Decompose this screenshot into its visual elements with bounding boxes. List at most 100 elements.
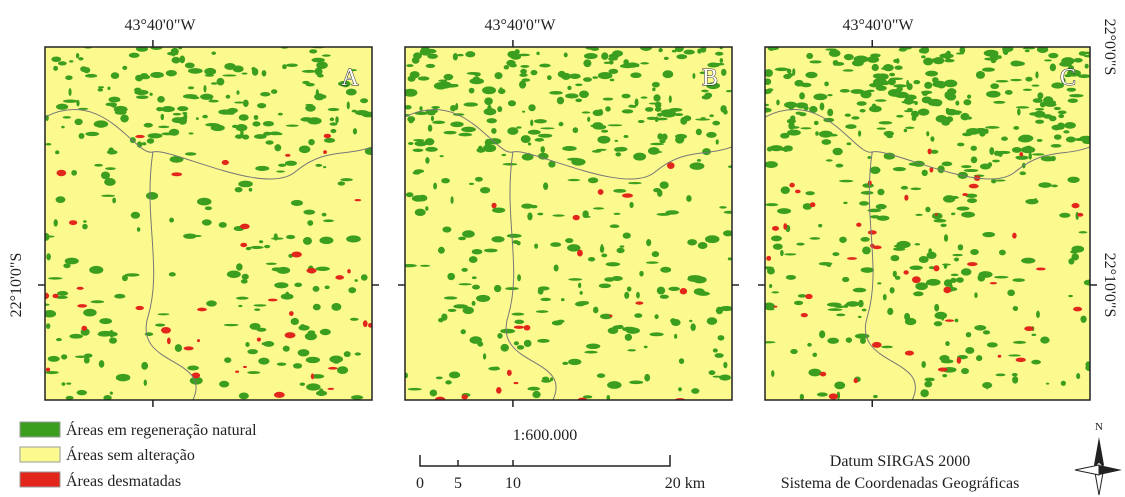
vegetation-patch	[1001, 136, 1008, 141]
scale-ratio: 1:600.000	[513, 427, 577, 444]
vegetation-patch	[846, 301, 860, 307]
vegetation-patch	[602, 97, 614, 101]
deforested-patch	[872, 245, 882, 250]
vegetation-patch	[827, 93, 833, 97]
deforested-patch	[197, 307, 207, 312]
vegetation-patch	[538, 133, 553, 138]
vegetation-patch	[844, 113, 851, 117]
vegetation-patch	[83, 308, 97, 317]
vegetation-patch	[920, 90, 933, 95]
vegetation-patch	[957, 244, 964, 251]
vegetation-patch	[1012, 278, 1026, 282]
vegetation-patch	[629, 201, 634, 209]
vegetation-patch	[519, 73, 528, 77]
vegetation-patch	[1004, 90, 1013, 95]
vegetation-patch	[889, 287, 895, 294]
vegetation-patch	[346, 101, 350, 110]
vegetation-patch	[1067, 69, 1081, 77]
vegetation-patch	[187, 68, 203, 74]
vegetation-patch	[45, 303, 50, 306]
vegetation-patch	[1035, 119, 1045, 124]
vegetation-patch	[469, 78, 485, 85]
vegetation-patch	[1083, 279, 1090, 286]
vegetation-patch	[324, 285, 330, 290]
deforested-patch	[800, 313, 808, 318]
vegetation-patch	[216, 77, 225, 86]
vegetation-patch	[799, 393, 805, 400]
vegetation-patch	[836, 313, 846, 317]
vegetation-patch	[629, 380, 644, 385]
vegetation-patch	[856, 101, 867, 106]
vegetation-patch	[675, 133, 688, 140]
vegetation-patch	[453, 304, 468, 309]
vegetation-patch	[290, 199, 303, 207]
coordinate-system: Sistema de Coordenadas Geográficas	[781, 475, 1020, 492]
vegetation-patch	[945, 341, 950, 347]
vegetation-patch	[414, 208, 426, 217]
vegetation-patch	[506, 59, 516, 67]
vegetation-patch	[319, 236, 334, 245]
vegetation-patch	[790, 126, 800, 129]
vegetation-patch	[134, 87, 142, 93]
vegetation-patch	[493, 366, 500, 369]
vegetation-patch	[157, 95, 165, 103]
vegetation-patch	[974, 324, 987, 331]
vegetation-patch	[955, 52, 965, 55]
vegetation-patch	[312, 303, 321, 311]
vegetation-patch	[562, 146, 577, 151]
vegetation-patch	[706, 82, 721, 90]
vegetation-patch	[873, 394, 878, 399]
vegetation-patch	[136, 141, 143, 148]
vegetation-patch	[583, 52, 598, 60]
vegetation-patch	[934, 303, 940, 312]
deforested-patch	[1024, 326, 1034, 332]
vegetation-patch	[361, 111, 372, 118]
vegetation-patch	[255, 165, 270, 172]
vegetation-patch	[253, 304, 267, 307]
vegetation-patch	[800, 82, 812, 88]
vegetation-patch	[941, 119, 951, 126]
vegetation-patch	[597, 135, 611, 144]
deforested-patch	[609, 314, 613, 318]
vegetation-patch	[82, 220, 87, 223]
deforested-patch	[135, 305, 144, 311]
vegetation-patch	[1015, 155, 1029, 160]
vegetation-patch	[203, 85, 207, 93]
vegetation-patch	[262, 120, 275, 127]
vegetation-patch	[535, 310, 549, 313]
vegetation-patch	[1050, 143, 1062, 148]
vegetation-patch	[924, 377, 935, 382]
vegetation-patch	[349, 69, 357, 72]
vegetation-patch	[923, 57, 934, 66]
vegetation-patch	[954, 318, 959, 323]
vegetation-patch	[471, 248, 483, 255]
legend-swatch	[19, 421, 61, 438]
vegetation-patch	[310, 374, 325, 379]
vegetation-patch	[169, 217, 175, 223]
vegetation-patch	[579, 90, 589, 99]
vegetation-patch	[499, 87, 503, 91]
vegetation-patch	[894, 275, 901, 280]
vegetation-patch	[646, 239, 652, 247]
vegetation-patch	[538, 152, 549, 160]
vegetation-patch	[868, 105, 882, 113]
vegetation-patch	[1035, 108, 1045, 111]
vegetation-patch	[924, 81, 933, 89]
vegetation-patch	[442, 226, 452, 233]
vegetation-patch	[918, 256, 929, 264]
vegetation-patch	[940, 223, 947, 228]
vegetation-patch	[407, 116, 416, 123]
vegetation-patch	[241, 72, 248, 75]
vegetation-patch	[188, 132, 194, 135]
vegetation-patch	[921, 360, 926, 368]
vegetation-patch	[48, 277, 63, 280]
vegetation-patch	[975, 355, 983, 362]
vegetation-patch	[780, 132, 790, 139]
vegetation-patch	[654, 314, 659, 320]
vegetation-patch	[61, 125, 65, 129]
vegetation-patch	[121, 274, 128, 282]
vegetation-patch	[715, 51, 724, 56]
vegetation-patch	[590, 124, 596, 128]
vegetation-patch	[191, 234, 202, 237]
vegetation-patch	[513, 341, 519, 346]
